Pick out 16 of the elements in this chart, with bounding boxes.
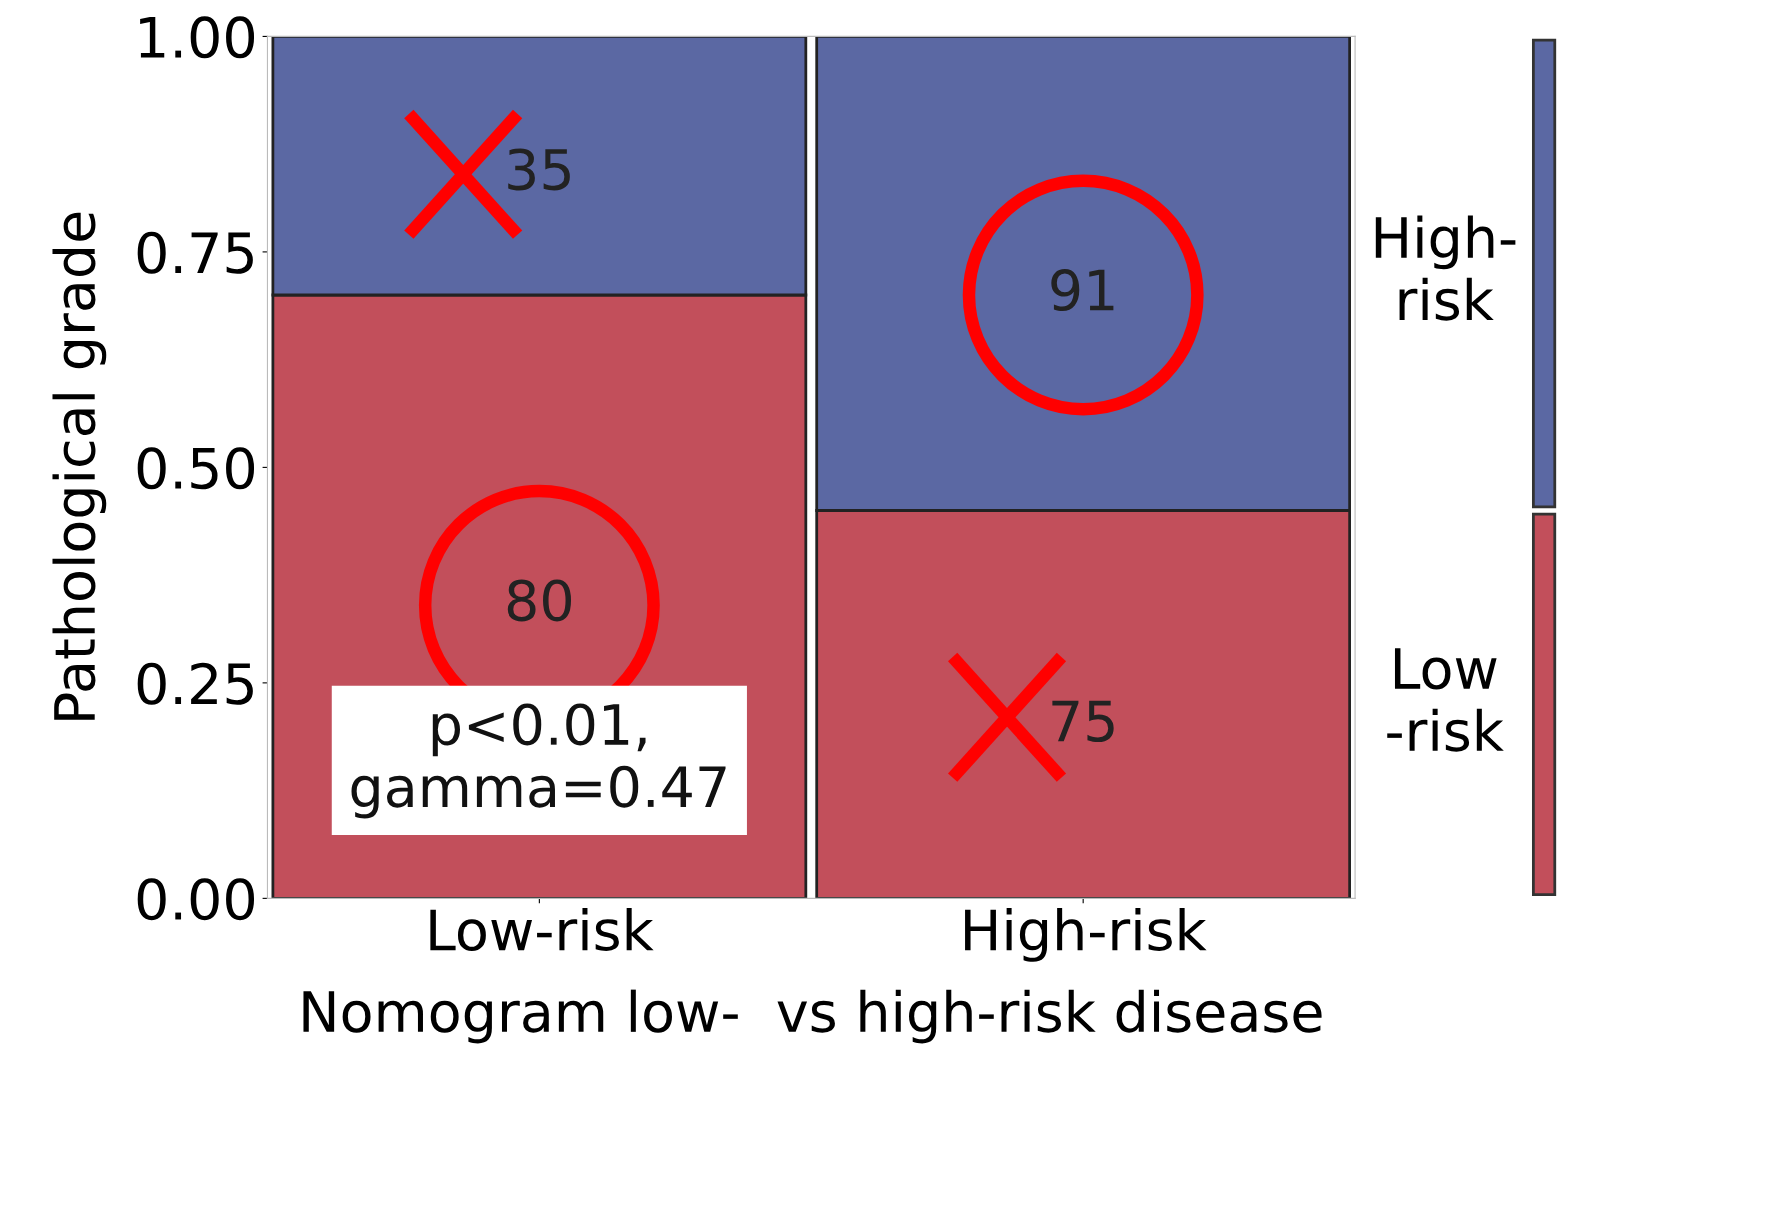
annotation: 91 — [1051, 269, 1114, 312]
y-tick-label: 0.25 — [137, 662, 253, 705]
x-tick-label: High-risk — [965, 908, 1207, 962]
annotation: p<0.01, gamma=0.47 — [351, 703, 726, 819]
x-axis-title: Nomogram low- vs high-risk disease — [303, 989, 1322, 1044]
series-label: High- risk — [1375, 215, 1516, 321]
x-tick-label: Low-risk — [430, 908, 654, 952]
series-label: Low -risk — [1387, 648, 1504, 752]
y-tick-label: 0.00 — [137, 878, 255, 921]
y-tick-label: 0.75 — [137, 231, 253, 274]
y-tick-label: 1.00 — [140, 16, 255, 59]
annotation: 80 — [507, 579, 572, 622]
y-axis-title: Pathological grade — [52, 212, 107, 720]
annotation: 75 — [1052, 700, 1114, 743]
y-tick-label: 0.50 — [137, 447, 255, 490]
annotation: 35 — [508, 148, 570, 191]
